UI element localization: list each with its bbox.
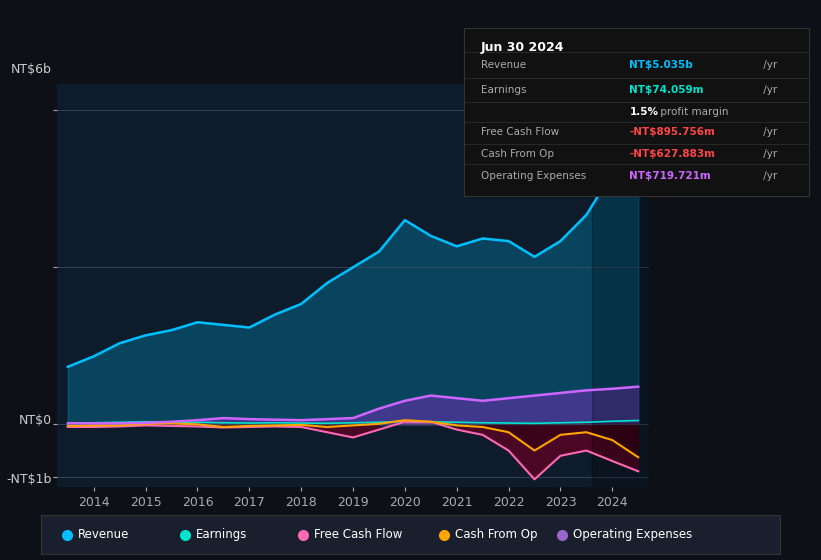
Text: 1.5%: 1.5% — [630, 107, 658, 117]
Text: -NT$1b: -NT$1b — [7, 473, 52, 486]
Text: Cash From Op: Cash From Op — [481, 149, 554, 159]
Bar — [592, 84, 649, 487]
Text: Jun 30 2024: Jun 30 2024 — [481, 41, 565, 54]
Text: /yr: /yr — [760, 85, 777, 95]
Text: Free Cash Flow: Free Cash Flow — [481, 127, 559, 137]
Text: /yr: /yr — [760, 60, 777, 70]
Text: Earnings: Earnings — [196, 528, 248, 542]
Text: -NT$627.883m: -NT$627.883m — [630, 149, 715, 159]
Text: NT$719.721m: NT$719.721m — [630, 171, 711, 181]
Text: NT$6b: NT$6b — [11, 63, 52, 76]
Text: NT$5.035b: NT$5.035b — [630, 60, 693, 70]
Text: -NT$895.756m: -NT$895.756m — [630, 127, 715, 137]
Text: /yr: /yr — [760, 171, 777, 181]
Text: Operating Expenses: Operating Expenses — [573, 528, 692, 542]
Text: NT$0: NT$0 — [18, 414, 52, 427]
Text: Free Cash Flow: Free Cash Flow — [314, 528, 403, 542]
Text: profit margin: profit margin — [657, 107, 728, 117]
Text: Earnings: Earnings — [481, 85, 526, 95]
Text: /yr: /yr — [760, 149, 777, 159]
Text: Cash From Op: Cash From Op — [455, 528, 537, 542]
Text: Revenue: Revenue — [481, 60, 526, 70]
Text: Operating Expenses: Operating Expenses — [481, 171, 586, 181]
Text: Revenue: Revenue — [78, 528, 130, 542]
Text: NT$74.059m: NT$74.059m — [630, 85, 704, 95]
Text: /yr: /yr — [760, 127, 777, 137]
